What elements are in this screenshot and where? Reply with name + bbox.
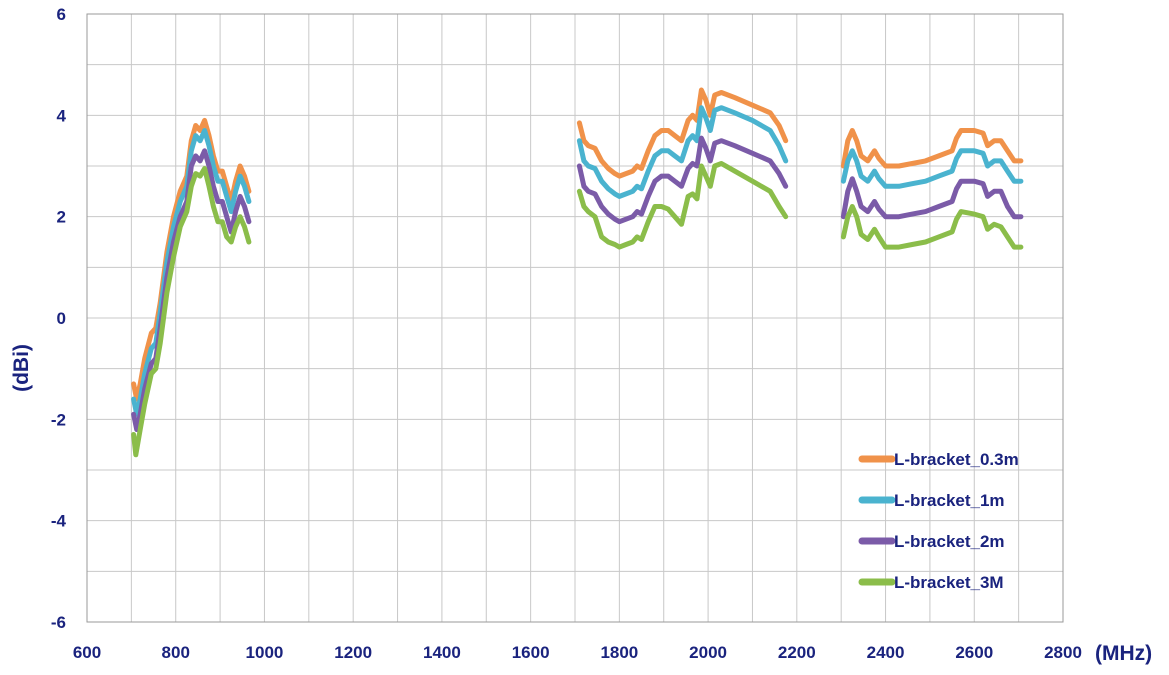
legend-label: L-bracket_0.3m [894,450,1019,469]
x-tick-label: 1400 [423,643,461,662]
x-tick-label: 2600 [955,643,993,662]
x-tick-label: 1200 [334,643,372,662]
series-1 [131,87,1024,402]
x-tick-label: 1600 [512,643,550,662]
x-tick-label: 2000 [689,643,727,662]
legend-label: L-bracket_1m [894,491,1005,510]
series-line [840,148,1024,189]
y-tick-label: 6 [57,5,66,24]
series-2 [131,105,1024,417]
series-3 [131,135,1024,432]
y-tick-label: 0 [57,309,66,328]
plot-area [86,13,1064,623]
x-axis-label: (MHz) [1095,642,1152,665]
series-line [576,161,789,250]
legend-label: L-bracket_3M [894,573,1004,592]
y-tick-label: -6 [51,613,66,632]
x-tick-label: 2200 [778,643,816,662]
x-axis-ticks: 600 800 1000 1200 1400 1600 1800 2000 2200 2400 26… [73,643,1082,662]
x-tick-label: 2800 [1044,643,1082,662]
series-line [576,105,789,199]
x-tick-label: 2400 [867,643,905,662]
y-tick-label: 4 [57,106,67,125]
series-line [840,176,1024,220]
series-line [840,204,1024,250]
x-tick-label: 1000 [246,643,284,662]
legend-label: L-bracket_2m [894,532,1005,551]
series-line [131,128,252,417]
y-tick-label: -4 [51,512,67,531]
grid [87,14,1063,622]
series-line [840,128,1024,169]
x-tick-label: 600 [73,643,101,662]
series-4 [131,161,1024,458]
y-axis-label: (dBi) [10,344,33,392]
y-axis-ticks: 6 4 2 0 -2 -4 -6 [51,5,67,632]
x-tick-label: 1800 [600,643,638,662]
y-tick-label: 2 [57,208,66,227]
series-line [576,87,789,179]
y-tick-label: -2 [51,410,66,429]
series-line [131,148,252,432]
series-lines [131,87,1024,458]
series-line [576,135,789,225]
legend: L-bracket_0.3m L-bracket_1m L-bracket_2m L-… [858,450,1019,592]
series-line [131,166,252,458]
x-tick-label: 800 [162,643,190,662]
